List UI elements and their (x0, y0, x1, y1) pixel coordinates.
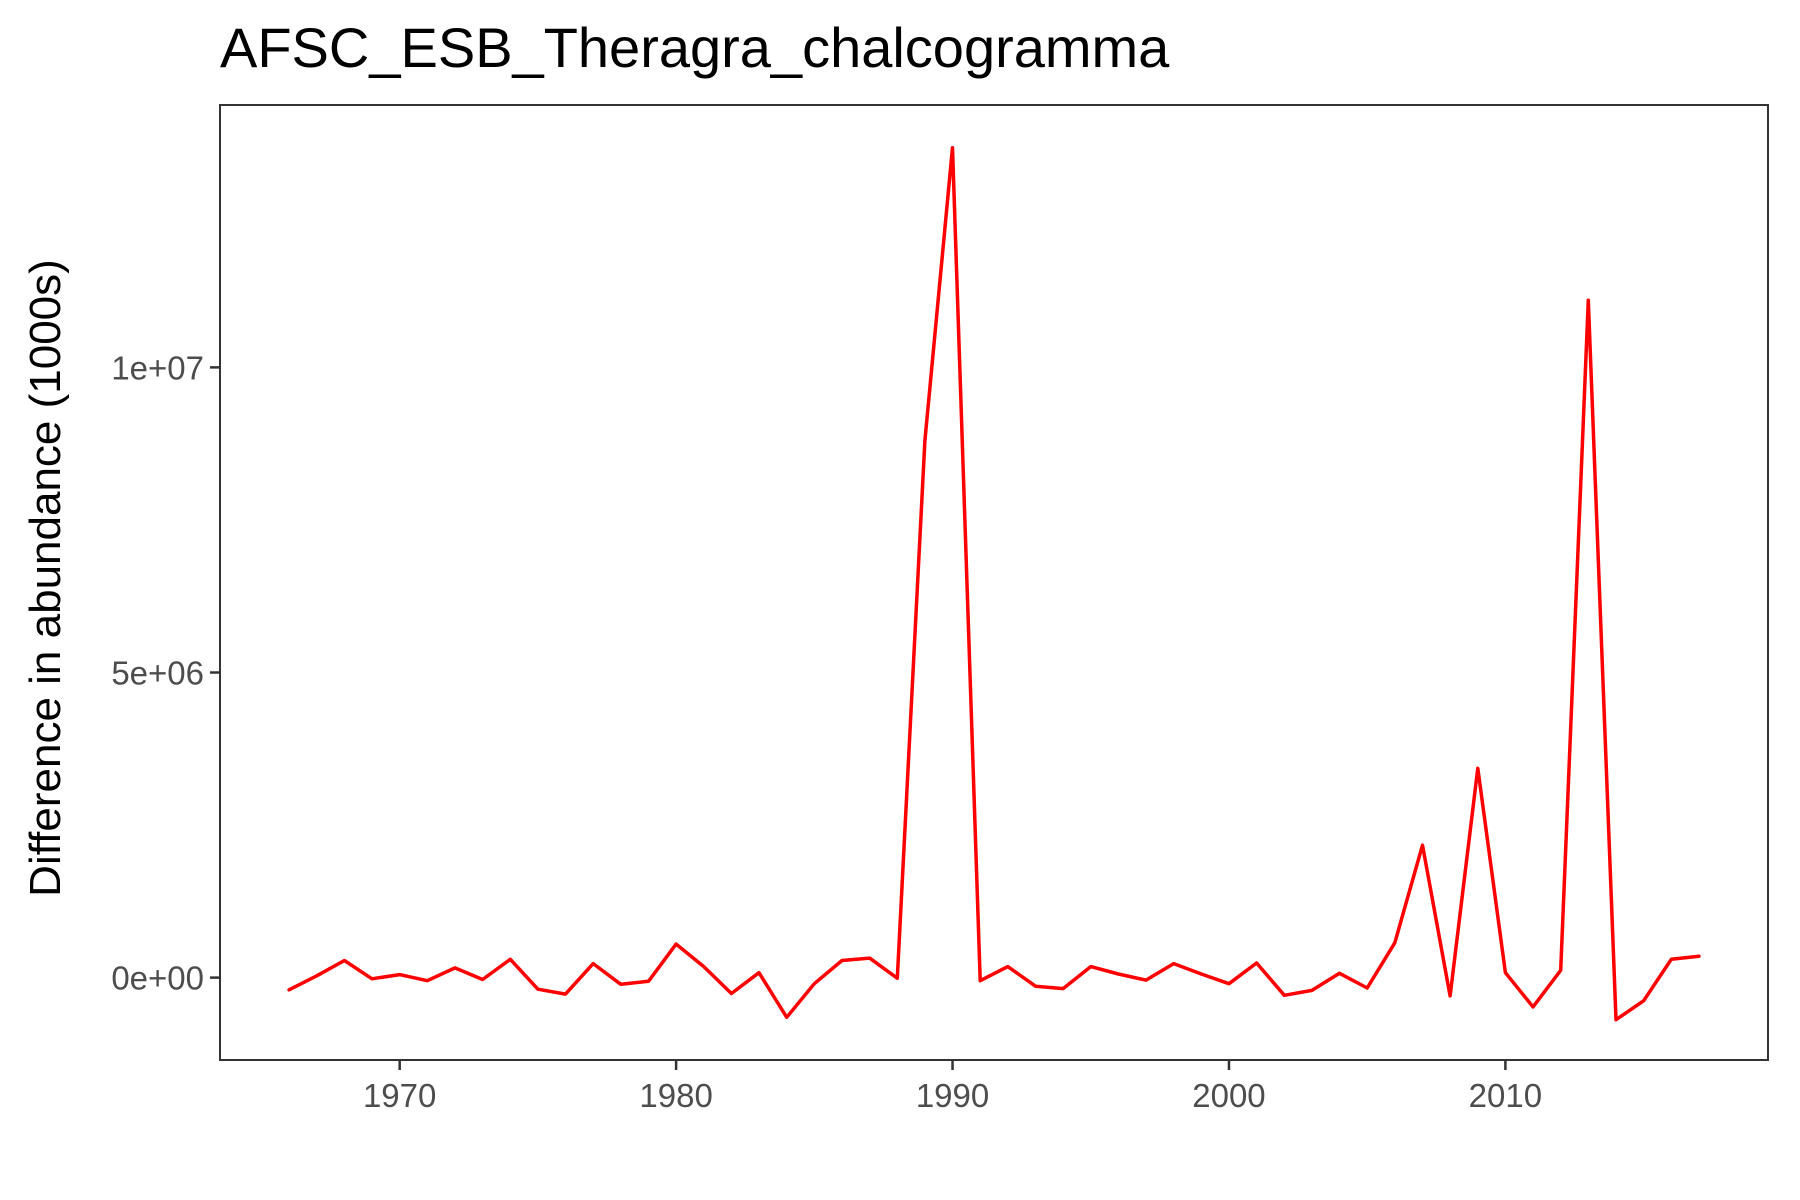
series-line-0 (287, 145, 1701, 1022)
y-tick-label: 1e+07 (111, 349, 204, 386)
x-tick-label: 1990 (916, 1077, 989, 1114)
plot-panel-border (219, 104, 1769, 1061)
x-tick-label: 1980 (639, 1077, 712, 1114)
plot-area: 1970 1980 1990 2000 2010 0e+00 5e+06 1e+07 (111, 104, 1769, 1114)
chart-title: AFSC_ESB_Theragra_chalcogramma (220, 16, 1170, 79)
x-tick-label: 2000 (1192, 1077, 1265, 1114)
x-tick-label: 1970 (363, 1077, 436, 1114)
y-axis-title: Difference in abundance (1000s) (21, 259, 70, 897)
y-tick-label: 0e+00 (111, 960, 204, 997)
y-tick-label: 5e+06 (111, 655, 204, 692)
x-tick-label: 2010 (1469, 1077, 1542, 1114)
